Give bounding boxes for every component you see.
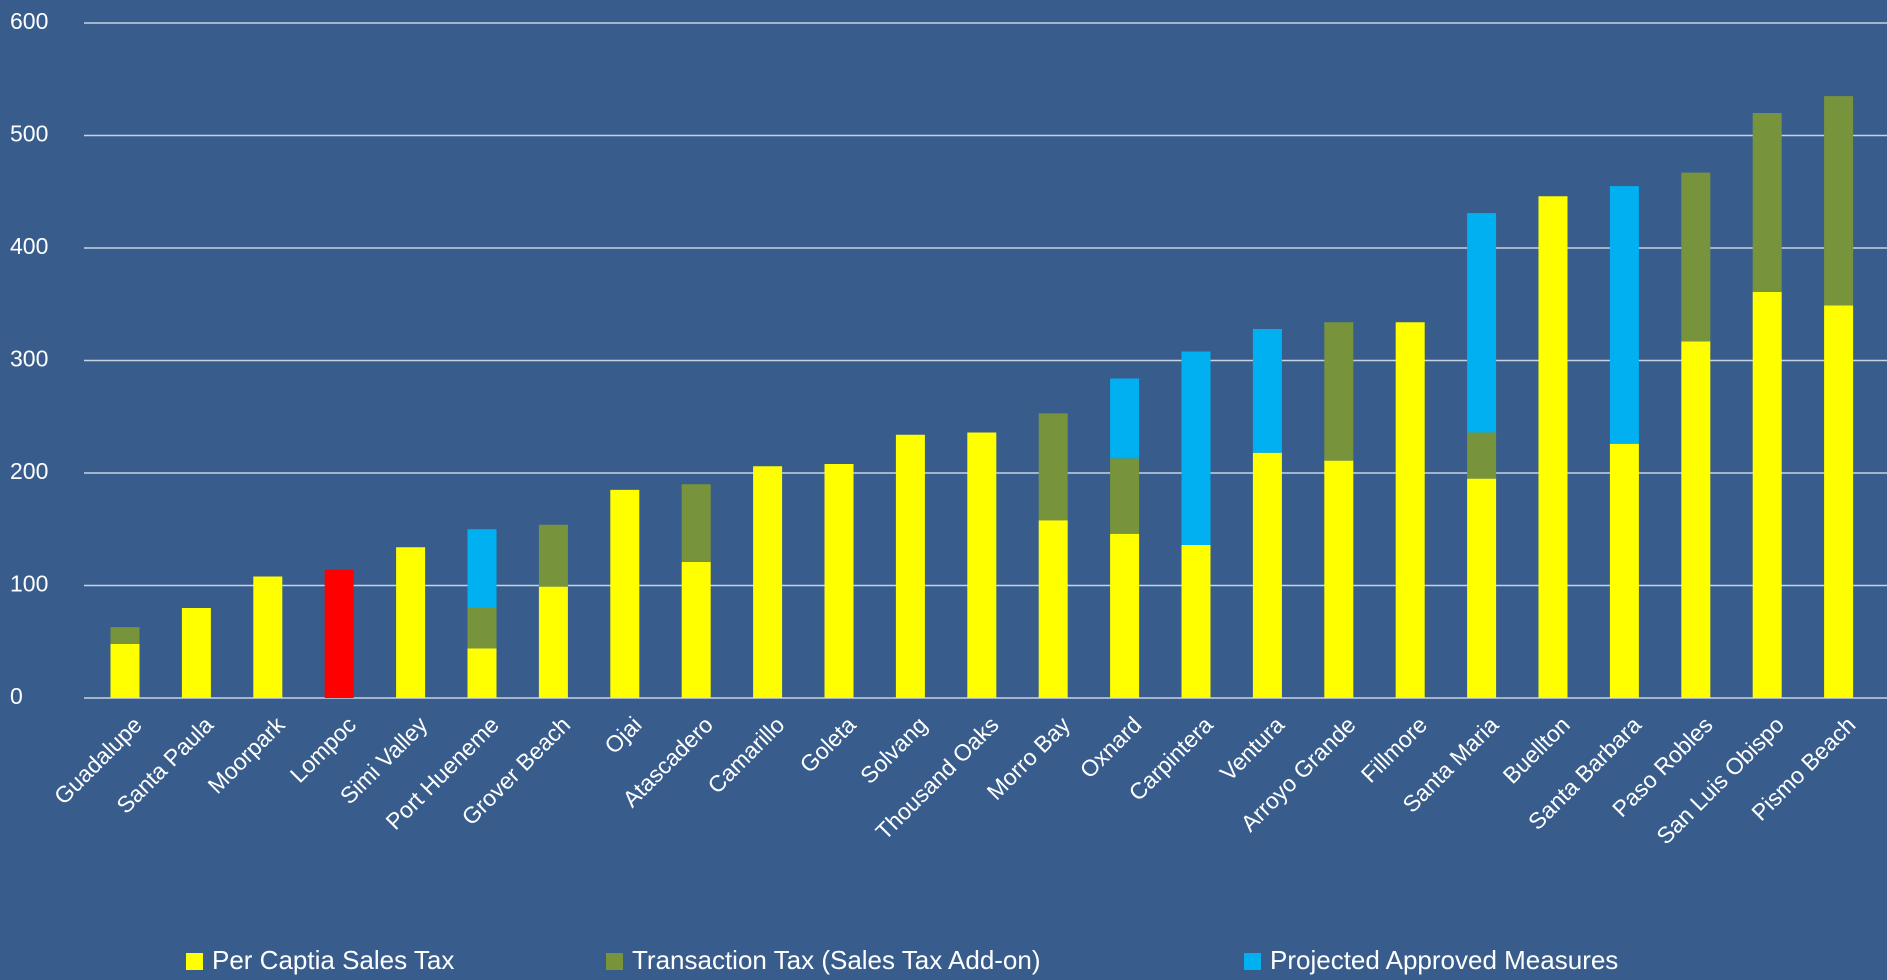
x-tick-label: Goleta bbox=[795, 711, 861, 777]
bar-segment bbox=[681, 561, 711, 698]
bar-segment bbox=[110, 644, 140, 698]
bar-segment bbox=[824, 464, 854, 698]
y-tick-label: 100 bbox=[10, 571, 48, 597]
bar-segment bbox=[1538, 196, 1568, 698]
legend-swatch bbox=[186, 953, 203, 970]
bar-segment bbox=[253, 576, 283, 698]
legend-swatch bbox=[1244, 953, 1261, 970]
bar-segment bbox=[1252, 452, 1282, 698]
y-tick-label: 600 bbox=[10, 8, 48, 34]
bar-segment bbox=[1181, 351, 1211, 545]
legend-label: Projected Approved Measures bbox=[1270, 945, 1618, 975]
bar-segment bbox=[396, 547, 426, 698]
y-tick-label: 500 bbox=[10, 121, 48, 147]
bar-segment bbox=[1681, 341, 1711, 698]
bar-segment bbox=[1038, 413, 1068, 521]
x-tick-label: Oxnard bbox=[1075, 711, 1147, 783]
bar-segment bbox=[1681, 172, 1711, 342]
bar-segment bbox=[967, 432, 997, 698]
x-tick-label: Moorpark bbox=[203, 711, 290, 798]
x-tick-label: Camarillo bbox=[702, 711, 789, 798]
bar-segment bbox=[1110, 458, 1140, 534]
bar-segment bbox=[753, 466, 783, 698]
y-tick-label: 0 bbox=[10, 683, 23, 709]
bar-segment bbox=[1110, 378, 1140, 459]
bar-segment bbox=[324, 569, 354, 698]
bar-segment bbox=[1038, 520, 1068, 698]
y-tick-label: 200 bbox=[10, 458, 48, 484]
bar-segment bbox=[895, 434, 925, 698]
bar-segment bbox=[1752, 291, 1782, 698]
legend-swatch bbox=[606, 953, 623, 970]
bar-segment bbox=[538, 586, 568, 698]
y-tick-label: 400 bbox=[10, 233, 48, 259]
bar-segment bbox=[1395, 322, 1425, 698]
x-tick-label: Ojai bbox=[599, 711, 646, 758]
bar-segment bbox=[1324, 460, 1354, 698]
bar-segment bbox=[1824, 96, 1854, 306]
bar-segment bbox=[1752, 113, 1782, 292]
bar-segment bbox=[1609, 443, 1639, 698]
bar-segment bbox=[1110, 533, 1140, 698]
bar-segment bbox=[610, 489, 640, 698]
bar-segment bbox=[1467, 478, 1497, 698]
bar-segment bbox=[1467, 213, 1497, 433]
legend-label: Per Captia Sales Tax bbox=[212, 945, 454, 975]
x-tick-label: Thousand Oaks bbox=[870, 711, 1003, 844]
bar-segment bbox=[1324, 322, 1354, 461]
y-tick-label: 300 bbox=[10, 346, 48, 372]
legend: Per Captia Sales Tax Transaction Tax (Sal… bbox=[186, 945, 1618, 975]
bar-segment bbox=[1467, 432, 1497, 479]
bar-segment bbox=[467, 608, 497, 649]
bar-segment bbox=[1252, 329, 1282, 453]
bar-segment bbox=[1824, 305, 1854, 698]
bar-segment bbox=[467, 648, 497, 698]
bar-segment bbox=[538, 524, 568, 587]
bar-segment bbox=[681, 484, 711, 562]
legend-label: Transaction Tax (Sales Tax Add-on) bbox=[632, 945, 1041, 975]
bar-segment bbox=[110, 627, 140, 644]
x-tick-label: San Luis Obispo bbox=[1651, 711, 1789, 849]
bar-segment bbox=[1609, 186, 1639, 444]
bar-segment bbox=[467, 529, 497, 608]
bar-segment bbox=[181, 608, 211, 698]
bar-segment bbox=[1181, 545, 1211, 698]
